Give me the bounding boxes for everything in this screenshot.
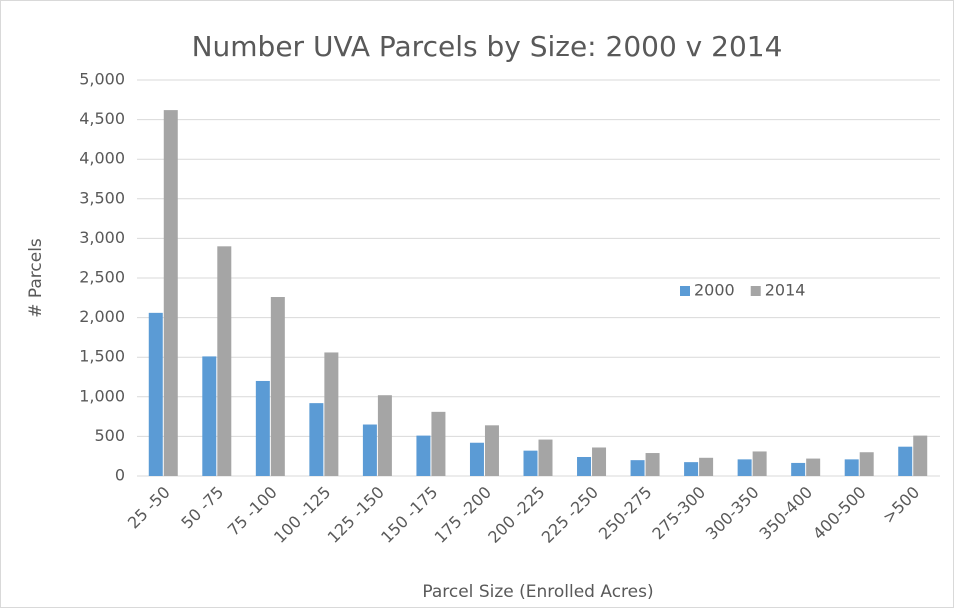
bar: [630, 460, 645, 476]
y-tick-label: 4,500: [79, 109, 125, 128]
y-tick-label: 3,500: [79, 188, 125, 207]
bar: [859, 452, 874, 476]
bar: [592, 447, 607, 476]
bar: [752, 451, 767, 476]
bar: [523, 450, 538, 476]
y-tick-label: 1,500: [79, 347, 125, 366]
legend-swatch: [750, 286, 761, 296]
bar: [362, 424, 377, 476]
bar: [377, 395, 392, 476]
bar: [163, 110, 178, 476]
y-tick-label: 2,000: [79, 307, 125, 326]
bar: [645, 453, 660, 476]
bar: [737, 459, 752, 476]
bar: [913, 435, 928, 476]
y-tick-label: 2,500: [79, 268, 125, 287]
chart-title: Number UVA Parcels by Size: 2000 v 2014: [192, 30, 783, 63]
bar: [416, 435, 431, 476]
bar: [484, 425, 499, 476]
y-tick-label: 500: [94, 426, 125, 445]
bar: [538, 439, 553, 476]
bar: [577, 456, 592, 476]
bar: [469, 442, 484, 476]
y-tick-label: 4,000: [79, 149, 125, 168]
bar: [148, 312, 163, 476]
legend-label: 2000: [694, 281, 735, 300]
y-axis-title: # Parcels: [26, 238, 46, 318]
bar: [217, 246, 232, 476]
bar: [270, 297, 285, 476]
bar: [684, 462, 699, 476]
y-tick-label: 3,000: [79, 228, 125, 247]
bar: [255, 380, 270, 476]
y-tick-label: 5,000: [79, 70, 125, 89]
bar: [324, 352, 339, 476]
y-tick-label: 0: [115, 466, 125, 485]
bar: [202, 356, 217, 476]
bar: [844, 459, 859, 476]
bar: [699, 457, 714, 476]
bar: [431, 411, 446, 476]
x-axis-title: Parcel Size (Enrolled Acres): [422, 582, 653, 602]
y-tick-label: 1,000: [79, 386, 125, 405]
bar: [898, 446, 913, 476]
legend-swatch: [680, 286, 690, 296]
bar: [791, 462, 806, 476]
bar: [806, 458, 821, 476]
legend-label: 2014: [765, 281, 806, 300]
bar: [309, 403, 324, 476]
